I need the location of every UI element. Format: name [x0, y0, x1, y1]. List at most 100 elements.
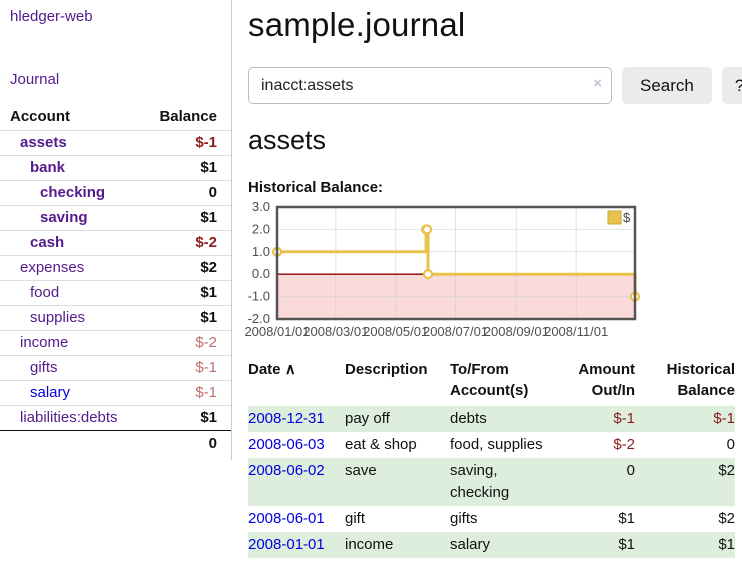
account-heading: assets	[248, 125, 327, 155]
date-cell: 2008-06-02	[248, 458, 345, 506]
sort-by-date[interactable]: Date ∧	[248, 361, 296, 378]
balance-cell: $2	[718, 510, 735, 527]
account-balance: $1	[200, 309, 217, 326]
search-bar: × Search ?	[248, 67, 742, 104]
accounts-cell: gifts	[450, 510, 478, 527]
sidebar-account-supplies[interactable]: supplies	[30, 309, 86, 326]
search-button[interactable]: Search	[622, 67, 712, 104]
legend-label: $	[623, 210, 631, 225]
accounts-cell: saving, checking	[450, 462, 510, 501]
amount-col-header: Amount Out/In	[578, 361, 635, 399]
amount-cell: $-2	[613, 436, 635, 453]
description-cell: save	[345, 462, 377, 479]
data-point-marker	[421, 224, 433, 235]
register-body: 2008-12-31 pay off debts $-1 $-1 2008-06-03 ea…	[248, 406, 735, 558]
search-input[interactable]	[248, 67, 612, 104]
account-row: salary $-1	[0, 380, 231, 405]
account-balance: $1	[200, 159, 217, 176]
accounts-total-row: 0	[0, 430, 231, 456]
register-row: 2008-12-31 pay off debts $-1 $-1	[248, 406, 735, 432]
transaction-date-link[interactable]: 2008-12-31	[248, 410, 325, 427]
description-cell: gift	[345, 510, 366, 527]
account-balance: $-1	[195, 134, 217, 151]
balance-cell: $-1	[713, 410, 735, 427]
account-balance: $1	[200, 284, 217, 301]
account-balance: 0	[208, 184, 217, 201]
accounts-cell: debts	[450, 410, 487, 427]
journal-link[interactable]: Journal	[10, 71, 60, 88]
account-row: assets $-1	[0, 130, 231, 155]
register-row: 2008-06-03 eat & shop food, supplies $-2 0	[248, 432, 735, 458]
account-balance: $-2	[195, 334, 217, 351]
account-row: expenses $2	[0, 255, 231, 280]
sort-asc-icon: ∧	[284, 361, 296, 378]
sidebar-account-checking[interactable]: checking	[40, 184, 106, 201]
x-tick-label: 2008/07/01	[423, 324, 488, 339]
x-tick-label: 2008/11/01	[544, 324, 608, 339]
sidebar-account-cash[interactable]: cash	[30, 234, 65, 251]
data-point-marker	[422, 269, 434, 280]
accounts-cell: food, supplies	[450, 436, 543, 453]
sidebar-account-food[interactable]: food	[30, 284, 60, 301]
y-tick-label: -2.0	[248, 311, 270, 326]
balance-col-header: Historical Balance	[666, 361, 735, 399]
account-balance: $1	[200, 409, 217, 426]
amount-cell: 0	[626, 462, 635, 479]
balance-column-header: Balance	[159, 108, 217, 125]
y-tick-label: 3.0	[252, 199, 270, 214]
account-row: bank $1	[0, 155, 231, 180]
clear-search-icon[interactable]: ×	[593, 75, 602, 92]
sidebar-account-income[interactable]: income	[20, 334, 69, 351]
register-row: 2008-06-01 gift gifts $1 $2	[248, 506, 735, 532]
account-column-header: Account	[10, 108, 70, 125]
legend-swatch	[607, 210, 622, 225]
x-tick-label: 2008/01/01	[244, 324, 309, 339]
transaction-date-link[interactable]: 2008-06-02	[248, 462, 325, 479]
main-content: sample.journal × Search ? assets Histori…	[232, 0, 742, 558]
total-balance: 0	[208, 435, 217, 452]
account-row: gifts $-1	[0, 355, 231, 380]
sidebar-account-salary[interactable]: salary	[30, 384, 71, 401]
sidebar-account-saving[interactable]: saving	[40, 209, 88, 226]
description-cell: eat & shop	[345, 436, 417, 453]
sidebar-account-liabilities-debts[interactable]: liabilities:debts	[20, 409, 118, 426]
y-tick-label: 2.0	[252, 221, 270, 236]
account-balance: $-1	[195, 359, 217, 376]
register-table: Date ∧ Description To/From Account(s) Amo…	[248, 359, 735, 558]
sidebar-account-expenses[interactable]: expenses	[20, 259, 85, 276]
register-row: 2008-06-02 save saving, checking 0 $2	[248, 458, 735, 506]
account-balance: $2	[200, 259, 217, 276]
accounts-cell: salary	[450, 536, 491, 553]
date-cell: 2008-06-03	[248, 432, 345, 458]
account-row: income $-2	[0, 330, 231, 355]
amount-cell: $-1	[613, 410, 635, 427]
balance-cell: 0	[726, 436, 735, 453]
amount-cell: $1	[618, 536, 635, 553]
account-balance: $-1	[195, 384, 217, 401]
accounts-list: assets $-1 bank $1 checking 0 saving $1 cash $-2 e…	[0, 130, 231, 430]
historical-balance-chart: 3.0 2.0 1.0 0.0 -1.0 -2.02008/01/012008/03/01…	[244, 199, 641, 339]
brand-link[interactable]: hledger-web	[10, 8, 93, 25]
sidebar-account-bank[interactable]: bank	[30, 159, 66, 176]
account-row: cash $-2	[0, 230, 231, 255]
account-row: saving $1	[0, 205, 231, 230]
date-cell: 2008-06-01	[248, 506, 345, 532]
sidebar-account-assets[interactable]: assets	[20, 134, 67, 151]
help-button[interactable]: ?	[721, 67, 742, 104]
register-row: 2008-01-01 income salary $1 $1	[248, 532, 735, 558]
description-header: Description	[345, 361, 428, 378]
app-root: hledger-web Journal Account Balance asse…	[0, 0, 742, 558]
transaction-date-link[interactable]: 2008-06-01	[248, 510, 325, 527]
transaction-date-link[interactable]: 2008-01-01	[248, 536, 325, 553]
accounts-col-header: To/From Account(s)	[450, 361, 529, 399]
date-cell: 2008-01-01	[248, 532, 345, 558]
balance-cell: $1	[718, 536, 735, 553]
account-row: food $1	[0, 280, 231, 305]
x-tick-label: 2008/05/01	[363, 324, 428, 339]
transaction-date-link[interactable]: 2008-06-03	[248, 436, 325, 453]
account-balance: $-2	[195, 234, 217, 251]
sidebar-account-gifts[interactable]: gifts	[30, 359, 58, 376]
account-row: supplies $1	[0, 305, 231, 330]
search-box: ×	[248, 67, 612, 104]
balance-cell: $2	[718, 462, 735, 479]
